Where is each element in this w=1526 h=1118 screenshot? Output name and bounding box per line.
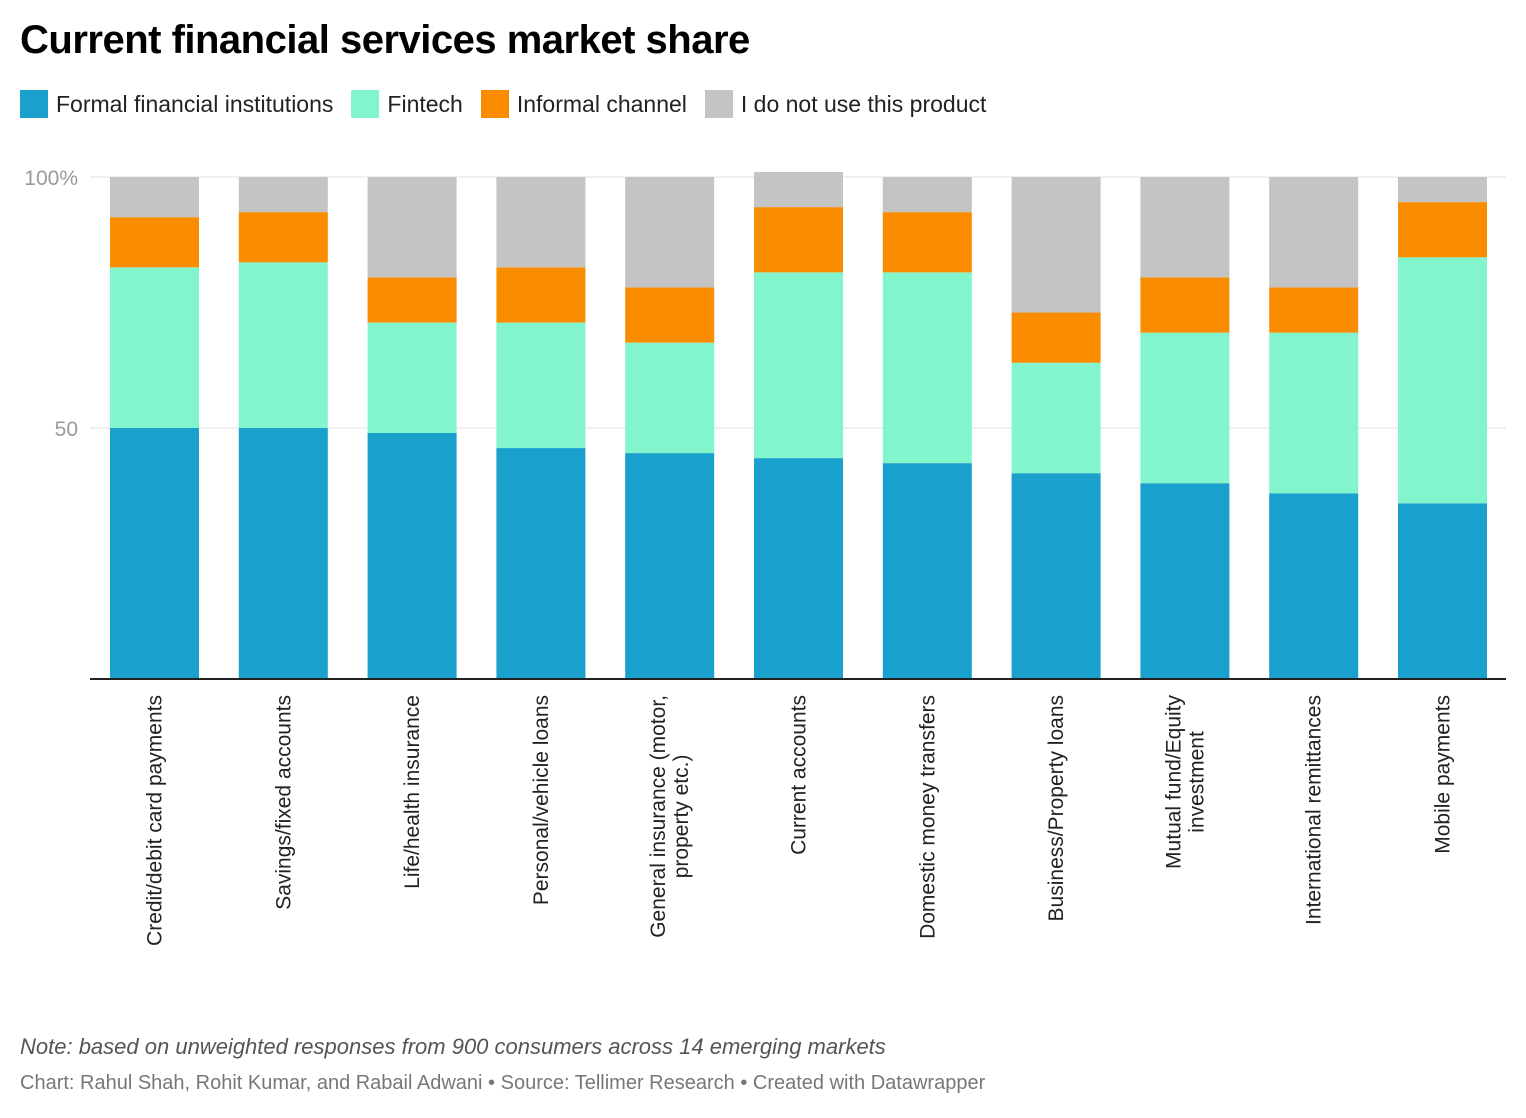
bar-segment xyxy=(882,212,972,273)
bar-segment xyxy=(110,217,199,268)
bar-segment xyxy=(238,262,328,428)
x-tick-label: Personal/vehicle loans xyxy=(530,695,553,905)
chart-title: Current financial services market share xyxy=(20,18,750,62)
legend-label-formal: Formal financial institutions xyxy=(56,90,334,117)
bar-segment xyxy=(496,267,586,323)
legend-swatch-fintech xyxy=(351,90,380,118)
x-tick-label: Credit/debit card payments xyxy=(144,695,167,946)
bar-segment xyxy=(1269,177,1359,288)
x-tick-label: Life/health insurance xyxy=(401,695,424,889)
bar-segment xyxy=(238,428,328,679)
bar-segment xyxy=(1011,177,1101,313)
bar-segment xyxy=(625,287,715,343)
bar-segment xyxy=(496,322,586,449)
x-tick-label: General insurance (motor,property etc.) xyxy=(647,695,693,938)
bar-segment xyxy=(1140,177,1230,278)
x-tick-label: Current accounts xyxy=(788,695,811,855)
bar-segment xyxy=(110,177,199,218)
stacked-bar-chart: 100% 50 Credit/debit card payments Savings/… xyxy=(24,167,1506,946)
bar-segment xyxy=(1011,473,1101,679)
x-tick-label: International remittances xyxy=(1303,695,1326,925)
bar-segment xyxy=(882,177,972,213)
legend-item-informal: Informal channel xyxy=(480,90,687,118)
bar-segment xyxy=(238,177,328,213)
legend-label-fintech: Fintech xyxy=(387,90,463,117)
legend-label-informal: Informal channel xyxy=(516,90,687,117)
legend-item-fintech: Fintech xyxy=(351,90,463,118)
x-tick-label: Business/Property loans xyxy=(1045,695,1068,921)
bar-segment xyxy=(496,448,586,679)
bar-segment xyxy=(110,428,199,679)
bar-segment xyxy=(1398,177,1487,203)
legend-label-not-used: I do not use this product xyxy=(740,90,987,117)
bar-segment xyxy=(625,342,715,454)
chart-note: Note: based on unweighted responses from… xyxy=(20,1034,886,1059)
y-tick-label: 50 xyxy=(55,418,78,441)
x-tick-label: Domestic money transfers xyxy=(916,695,939,939)
bar-segment xyxy=(754,458,843,679)
legend-item-not-used: I do not use this product xyxy=(704,90,987,118)
chart-credit: Chart: Rahul Shah, Rohit Kumar, and Raba… xyxy=(20,1072,986,1094)
bar-segment xyxy=(1398,257,1487,504)
bar-segment xyxy=(367,322,457,434)
bar-segment xyxy=(625,453,715,679)
bar-segment xyxy=(367,433,457,679)
bar-segment xyxy=(1140,332,1230,484)
legend-item-formal: Formal financial institutions xyxy=(20,90,333,118)
bar-segment xyxy=(367,277,457,323)
bar-segment xyxy=(1011,312,1101,363)
legend-swatch-formal xyxy=(20,90,48,118)
x-tick-label: Mutual fund/Equityinvestment xyxy=(1162,695,1208,869)
legend-swatch-not-used xyxy=(704,90,733,118)
bar-segment xyxy=(1269,287,1359,333)
bar-segment xyxy=(625,177,715,288)
bar-segment xyxy=(1398,202,1487,258)
x-tick-label: Savings/fixed accounts xyxy=(272,695,295,910)
bar-segment xyxy=(1140,483,1230,679)
bar-segment xyxy=(1398,503,1487,679)
bar-segment xyxy=(110,267,199,428)
legend-swatch-informal xyxy=(480,90,509,118)
bar-segment xyxy=(496,177,586,268)
bar-segment xyxy=(882,272,972,464)
legend: Formal financial institutions Fintech In… xyxy=(20,90,1004,118)
y-tick-label: 100% xyxy=(24,167,78,190)
bar-segment xyxy=(1269,332,1359,494)
bar-segment xyxy=(754,207,843,273)
bar-segment xyxy=(1011,362,1101,474)
bar-segment xyxy=(754,171,843,208)
bar-segment xyxy=(367,177,457,278)
bar-segment xyxy=(1140,277,1230,333)
bar-segment xyxy=(238,212,328,263)
bar-segment xyxy=(882,463,972,679)
bar-segment xyxy=(1269,493,1359,679)
x-tick-label: Mobile payments xyxy=(1432,695,1455,854)
bar-segment xyxy=(754,272,843,459)
